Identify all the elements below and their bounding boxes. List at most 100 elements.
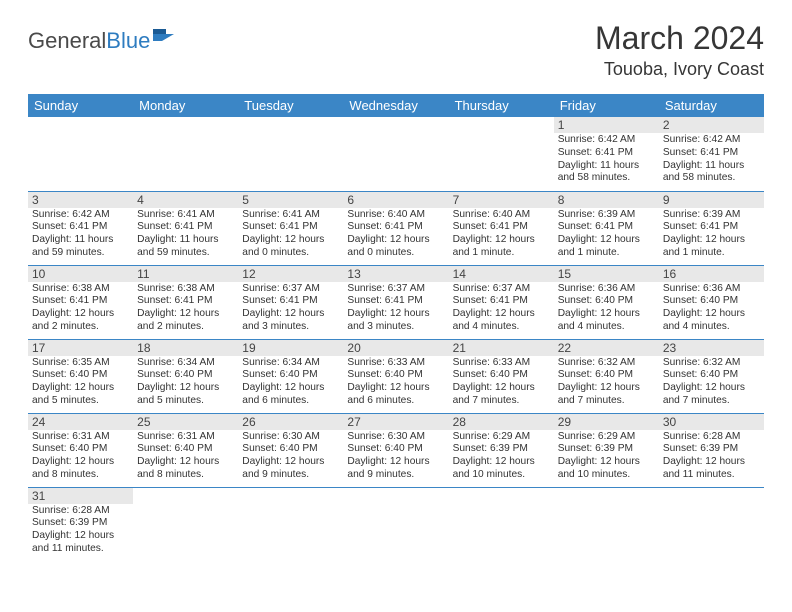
day-number: 26 bbox=[238, 414, 343, 430]
logo: General Blue bbox=[28, 28, 176, 54]
day-cell: 31Sunrise: 6:28 AMSunset: 6:39 PMDayligh… bbox=[28, 487, 133, 561]
day-header: Thursday bbox=[449, 94, 554, 117]
title-block: March 2024 Touoba, Ivory Coast bbox=[595, 20, 764, 80]
day-cell: 18Sunrise: 6:34 AMSunset: 6:40 PMDayligh… bbox=[133, 339, 238, 413]
day-cell: 24Sunrise: 6:31 AMSunset: 6:40 PMDayligh… bbox=[28, 413, 133, 487]
day-cell: 12Sunrise: 6:37 AMSunset: 6:41 PMDayligh… bbox=[238, 265, 343, 339]
empty-cell bbox=[554, 487, 659, 561]
day-number: 15 bbox=[554, 266, 659, 282]
day-cell: 8Sunrise: 6:39 AMSunset: 6:41 PMDaylight… bbox=[554, 191, 659, 265]
day-cell: 2Sunrise: 6:42 AMSunset: 6:41 PMDaylight… bbox=[659, 117, 764, 191]
day-details: Sunrise: 6:42 AMSunset: 6:41 PMDaylight:… bbox=[554, 133, 659, 187]
calendar-row: 10Sunrise: 6:38 AMSunset: 6:41 PMDayligh… bbox=[28, 265, 764, 339]
day-number: 5 bbox=[238, 192, 343, 208]
day-details: Sunrise: 6:36 AMSunset: 6:40 PMDaylight:… bbox=[659, 282, 764, 336]
day-number: 3 bbox=[28, 192, 133, 208]
day-number: 25 bbox=[133, 414, 238, 430]
day-number: 14 bbox=[449, 266, 554, 282]
empty-cell bbox=[238, 487, 343, 561]
day-cell: 26Sunrise: 6:30 AMSunset: 6:40 PMDayligh… bbox=[238, 413, 343, 487]
day-cell: 9Sunrise: 6:39 AMSunset: 6:41 PMDaylight… bbox=[659, 191, 764, 265]
calendar-row: 31Sunrise: 6:28 AMSunset: 6:39 PMDayligh… bbox=[28, 487, 764, 561]
day-details: Sunrise: 6:30 AMSunset: 6:40 PMDaylight:… bbox=[343, 430, 448, 484]
empty-cell bbox=[238, 117, 343, 191]
day-cell: 22Sunrise: 6:32 AMSunset: 6:40 PMDayligh… bbox=[554, 339, 659, 413]
day-number: 10 bbox=[28, 266, 133, 282]
empty-cell bbox=[449, 117, 554, 191]
calendar-table: SundayMondayTuesdayWednesdayThursdayFrid… bbox=[28, 94, 764, 561]
day-details: Sunrise: 6:34 AMSunset: 6:40 PMDaylight:… bbox=[133, 356, 238, 410]
day-details: Sunrise: 6:40 AMSunset: 6:41 PMDaylight:… bbox=[449, 208, 554, 262]
day-number: 29 bbox=[554, 414, 659, 430]
day-details: Sunrise: 6:41 AMSunset: 6:41 PMDaylight:… bbox=[133, 208, 238, 262]
day-number: 31 bbox=[28, 488, 133, 504]
day-details: Sunrise: 6:42 AMSunset: 6:41 PMDaylight:… bbox=[659, 133, 764, 187]
day-cell: 20Sunrise: 6:33 AMSunset: 6:40 PMDayligh… bbox=[343, 339, 448, 413]
empty-cell bbox=[343, 487, 448, 561]
calendar-row: 1Sunrise: 6:42 AMSunset: 6:41 PMDaylight… bbox=[28, 117, 764, 191]
day-cell: 30Sunrise: 6:28 AMSunset: 6:39 PMDayligh… bbox=[659, 413, 764, 487]
day-cell: 16Sunrise: 6:36 AMSunset: 6:40 PMDayligh… bbox=[659, 265, 764, 339]
day-details: Sunrise: 6:35 AMSunset: 6:40 PMDaylight:… bbox=[28, 356, 133, 410]
day-number: 23 bbox=[659, 340, 764, 356]
day-number: 11 bbox=[133, 266, 238, 282]
day-cell: 13Sunrise: 6:37 AMSunset: 6:41 PMDayligh… bbox=[343, 265, 448, 339]
calendar-row: 3Sunrise: 6:42 AMSunset: 6:41 PMDaylight… bbox=[28, 191, 764, 265]
day-details: Sunrise: 6:34 AMSunset: 6:40 PMDaylight:… bbox=[238, 356, 343, 410]
empty-cell bbox=[133, 487, 238, 561]
day-number: 13 bbox=[343, 266, 448, 282]
day-details: Sunrise: 6:33 AMSunset: 6:40 PMDaylight:… bbox=[449, 356, 554, 410]
day-number: 30 bbox=[659, 414, 764, 430]
logo-text-blue: Blue bbox=[106, 28, 150, 54]
day-cell: 25Sunrise: 6:31 AMSunset: 6:40 PMDayligh… bbox=[133, 413, 238, 487]
day-cell: 17Sunrise: 6:35 AMSunset: 6:40 PMDayligh… bbox=[28, 339, 133, 413]
day-details: Sunrise: 6:29 AMSunset: 6:39 PMDaylight:… bbox=[554, 430, 659, 484]
day-header: Friday bbox=[554, 94, 659, 117]
location: Touoba, Ivory Coast bbox=[595, 59, 764, 80]
day-number: 24 bbox=[28, 414, 133, 430]
day-header: Tuesday bbox=[238, 94, 343, 117]
day-details: Sunrise: 6:37 AMSunset: 6:41 PMDaylight:… bbox=[449, 282, 554, 336]
calendar-body: 1Sunrise: 6:42 AMSunset: 6:41 PMDaylight… bbox=[28, 117, 764, 561]
day-cell: 23Sunrise: 6:32 AMSunset: 6:40 PMDayligh… bbox=[659, 339, 764, 413]
logo-text-dark: General bbox=[28, 28, 106, 54]
day-cell: 19Sunrise: 6:34 AMSunset: 6:40 PMDayligh… bbox=[238, 339, 343, 413]
day-number: 6 bbox=[343, 192, 448, 208]
day-details: Sunrise: 6:31 AMSunset: 6:40 PMDaylight:… bbox=[133, 430, 238, 484]
day-number: 9 bbox=[659, 192, 764, 208]
day-number: 19 bbox=[238, 340, 343, 356]
day-details: Sunrise: 6:42 AMSunset: 6:41 PMDaylight:… bbox=[28, 208, 133, 262]
calendar-row: 17Sunrise: 6:35 AMSunset: 6:40 PMDayligh… bbox=[28, 339, 764, 413]
day-cell: 14Sunrise: 6:37 AMSunset: 6:41 PMDayligh… bbox=[449, 265, 554, 339]
day-cell: 5Sunrise: 6:41 AMSunset: 6:41 PMDaylight… bbox=[238, 191, 343, 265]
day-cell: 4Sunrise: 6:41 AMSunset: 6:41 PMDaylight… bbox=[133, 191, 238, 265]
day-details: Sunrise: 6:39 AMSunset: 6:41 PMDaylight:… bbox=[554, 208, 659, 262]
day-cell: 27Sunrise: 6:30 AMSunset: 6:40 PMDayligh… bbox=[343, 413, 448, 487]
day-number: 12 bbox=[238, 266, 343, 282]
day-details: Sunrise: 6:38 AMSunset: 6:41 PMDaylight:… bbox=[28, 282, 133, 336]
day-details: Sunrise: 6:38 AMSunset: 6:41 PMDaylight:… bbox=[133, 282, 238, 336]
day-cell: 1Sunrise: 6:42 AMSunset: 6:41 PMDaylight… bbox=[554, 117, 659, 191]
day-number: 7 bbox=[449, 192, 554, 208]
day-number: 8 bbox=[554, 192, 659, 208]
day-details: Sunrise: 6:28 AMSunset: 6:39 PMDaylight:… bbox=[28, 504, 133, 558]
day-header: Wednesday bbox=[343, 94, 448, 117]
day-cell: 7Sunrise: 6:40 AMSunset: 6:41 PMDaylight… bbox=[449, 191, 554, 265]
day-number: 27 bbox=[343, 414, 448, 430]
day-header-row: SundayMondayTuesdayWednesdayThursdayFrid… bbox=[28, 94, 764, 117]
header: General Blue March 2024 Touoba, Ivory Co… bbox=[28, 20, 764, 80]
day-number: 28 bbox=[449, 414, 554, 430]
empty-cell bbox=[659, 487, 764, 561]
month-title: March 2024 bbox=[595, 20, 764, 57]
empty-cell bbox=[449, 487, 554, 561]
day-number: 4 bbox=[133, 192, 238, 208]
day-header: Saturday bbox=[659, 94, 764, 117]
calendar-row: 24Sunrise: 6:31 AMSunset: 6:40 PMDayligh… bbox=[28, 413, 764, 487]
day-details: Sunrise: 6:28 AMSunset: 6:39 PMDaylight:… bbox=[659, 430, 764, 484]
day-number: 1 bbox=[554, 117, 659, 133]
day-details: Sunrise: 6:40 AMSunset: 6:41 PMDaylight:… bbox=[343, 208, 448, 262]
day-details: Sunrise: 6:32 AMSunset: 6:40 PMDaylight:… bbox=[554, 356, 659, 410]
day-cell: 21Sunrise: 6:33 AMSunset: 6:40 PMDayligh… bbox=[449, 339, 554, 413]
day-cell: 3Sunrise: 6:42 AMSunset: 6:41 PMDaylight… bbox=[28, 191, 133, 265]
day-details: Sunrise: 6:39 AMSunset: 6:41 PMDaylight:… bbox=[659, 208, 764, 262]
